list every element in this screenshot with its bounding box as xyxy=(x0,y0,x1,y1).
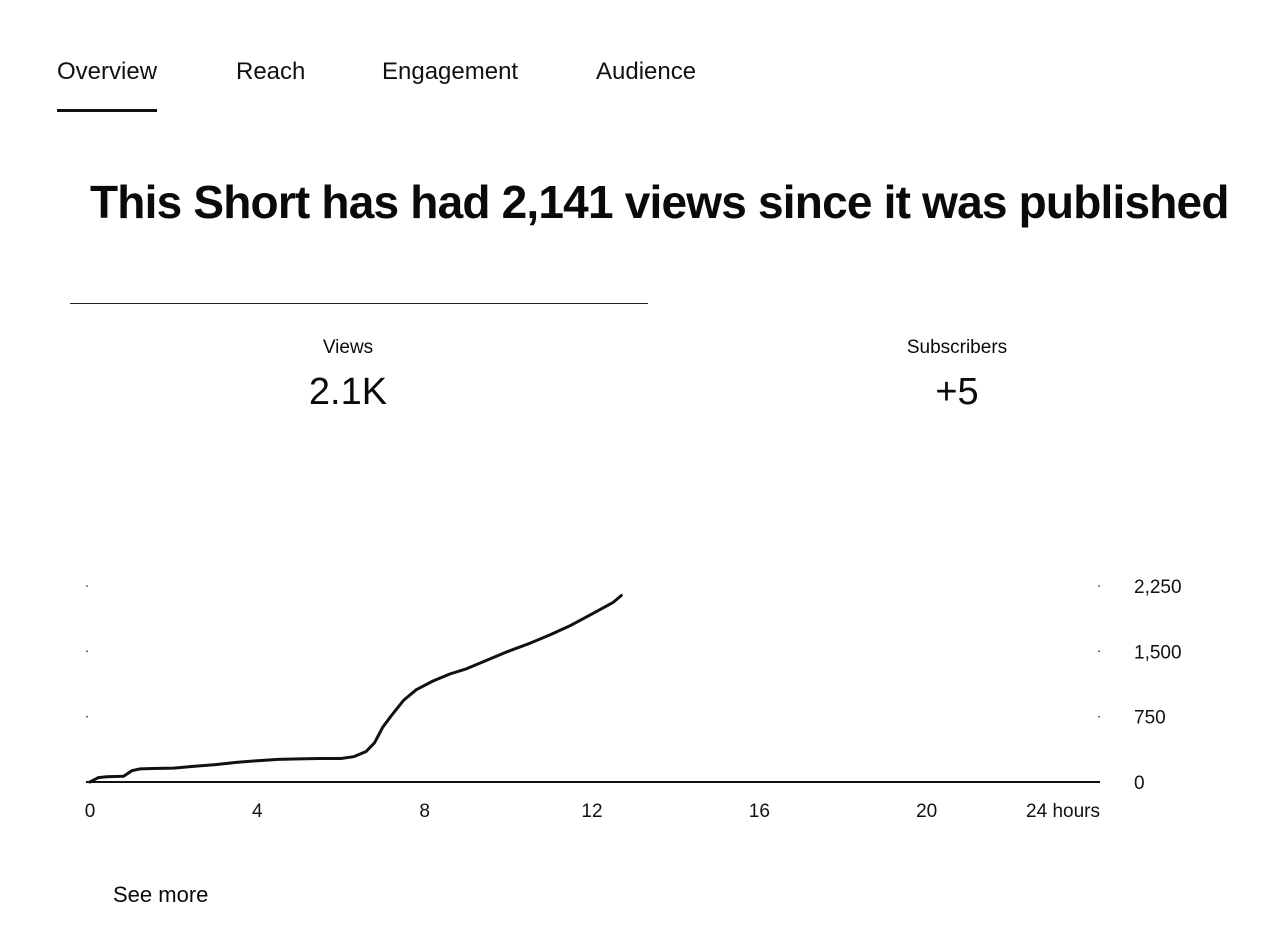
views-line-chart: 0 4 8 12 16 20 24 hours 0 750 1,500 2,250 xyxy=(85,577,1182,822)
analytics-tabs: Overview Reach Engagement Audience xyxy=(57,56,757,116)
tab-audience[interactable]: Audience xyxy=(596,58,697,85)
y-tick-label: 0 xyxy=(1134,773,1145,794)
tab-overview[interactable]: Overview xyxy=(57,56,158,112)
y-grid-dot xyxy=(1098,585,1100,587)
x-tick-label: 12 xyxy=(581,801,602,822)
subscribers-metric-value: +5 xyxy=(935,371,979,413)
section-divider xyxy=(70,303,648,304)
x-tick-label: 0 xyxy=(85,801,96,822)
views-metric-label: Views xyxy=(322,337,374,358)
y-grid-dot xyxy=(86,715,88,718)
x-tick-label: 24 hours xyxy=(1026,801,1100,822)
x-tick-label: 20 xyxy=(916,801,937,822)
views-metric-value: 2.1K xyxy=(308,371,388,413)
y-grid-dot xyxy=(86,650,88,653)
subscribers-metric-label: Subscribers xyxy=(906,337,1008,358)
page-headline: This Short has had 2,141 views since it … xyxy=(90,176,1229,228)
views-series-line xyxy=(88,594,623,784)
tab-reach[interactable]: Reach xyxy=(236,58,306,85)
y-grid-dot xyxy=(86,585,88,587)
y-grid-dot xyxy=(1098,650,1100,653)
x-tick-label: 8 xyxy=(419,801,430,822)
tab-engagement[interactable]: Engagement xyxy=(382,58,519,85)
see-more-link[interactable]: See more xyxy=(113,882,209,907)
y-tick-label: 1,500 xyxy=(1134,642,1182,663)
y-tick-label: 750 xyxy=(1134,708,1166,729)
views-metric[interactable]: Views 2.1K xyxy=(248,336,448,416)
y-tick-label: 2,250 xyxy=(1134,577,1182,598)
subscribers-metric[interactable]: Subscribers +5 xyxy=(857,336,1057,416)
y-grid-dot xyxy=(1098,715,1100,718)
x-tick-label: 4 xyxy=(252,801,263,822)
x-tick-label: 16 xyxy=(749,801,770,822)
